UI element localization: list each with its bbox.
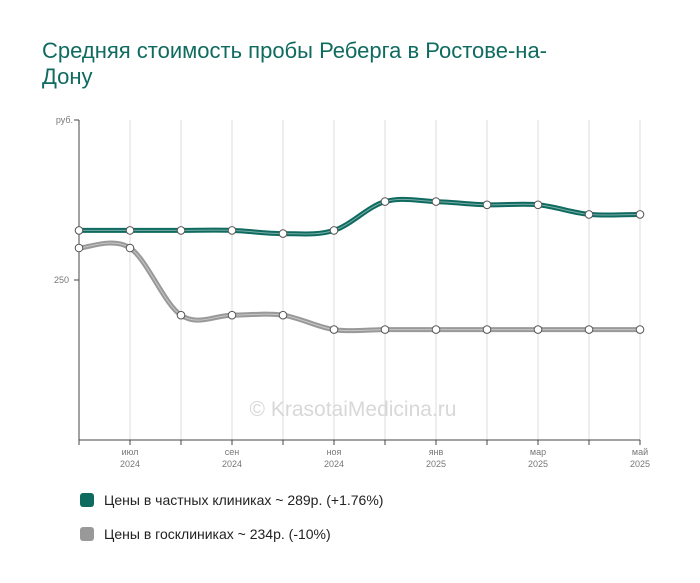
series-points <box>74 197 645 334</box>
data-point[interactable] <box>329 325 339 334</box>
data-point[interactable] <box>227 310 237 320</box>
series-line-1 <box>76 240 643 334</box>
data-point[interactable] <box>431 197 441 206</box>
x-tick-label-year: 2025 <box>630 459 650 469</box>
y-unit-label: руб. <box>56 115 73 125</box>
legend-label-public: Цены в госклиниках ~ 234р. (-10%) <box>104 526 331 542</box>
data-point[interactable] <box>227 226 237 235</box>
x-tick-label-year: 2025 <box>426 459 446 469</box>
x-tick-label-year: 2024 <box>120 459 140 469</box>
data-point[interactable] <box>176 226 186 235</box>
legend-swatch-public <box>80 527 94 541</box>
data-point[interactable] <box>74 226 84 235</box>
x-tick-label-month: ноя <box>327 447 342 457</box>
series-line-0 <box>76 196 643 237</box>
x-tick-label-month: июл <box>122 447 139 457</box>
chart-title: Средняя стоимость пробы Реберга в Ростов… <box>42 38 548 89</box>
x-tick-label-month: май <box>632 447 648 457</box>
data-point[interactable] <box>125 243 135 253</box>
data-point[interactable] <box>278 229 288 238</box>
data-point[interactable] <box>125 226 135 235</box>
watermark: © KrasotaiMedicina.ru <box>250 398 457 421</box>
data-point[interactable] <box>482 200 492 210</box>
data-point[interactable] <box>635 210 645 219</box>
grid-lines <box>78 120 641 440</box>
data-point[interactable] <box>533 325 543 334</box>
data-point[interactable] <box>74 243 84 253</box>
data-point[interactable] <box>380 197 390 206</box>
data-point[interactable] <box>278 310 288 320</box>
series-lines <box>76 196 643 334</box>
data-point[interactable] <box>584 325 594 334</box>
legend-item-public[interactable]: Цены в госклиниках ~ 234р. (-10%) <box>80 526 331 542</box>
x-tick-label-month: сен <box>225 447 240 457</box>
y-tick-label: 250 <box>54 275 69 285</box>
data-point[interactable] <box>584 210 594 219</box>
x-tick-label-month: янв <box>429 447 444 457</box>
x-tick-label-year: 2024 <box>324 459 344 469</box>
data-point[interactable] <box>431 325 441 334</box>
legend-item-private[interactable]: Цены в частных клиниках ~ 289р. (+1.76%) <box>80 492 383 508</box>
data-point[interactable] <box>176 310 186 320</box>
data-point[interactable] <box>533 200 543 210</box>
data-point[interactable] <box>635 325 645 334</box>
legend-swatch-private <box>80 493 94 507</box>
x-tick-label-year: 2025 <box>528 459 548 469</box>
data-point[interactable] <box>329 226 339 235</box>
series-line-highlight-1 <box>78 242 640 332</box>
x-tick-label-month: мар <box>530 447 546 457</box>
tick-labels: руб. 250 июл 2024 сен 2024 ноя 2024 янв 2025 мар 20… <box>54 115 650 469</box>
x-tick-label-year: 2024 <box>222 459 242 469</box>
data-point[interactable] <box>482 325 492 334</box>
data-point[interactable] <box>380 325 390 334</box>
legend-label-private: Цены в частных клиниках ~ 289р. (+1.76%) <box>104 492 384 508</box>
axes <box>74 119 641 445</box>
